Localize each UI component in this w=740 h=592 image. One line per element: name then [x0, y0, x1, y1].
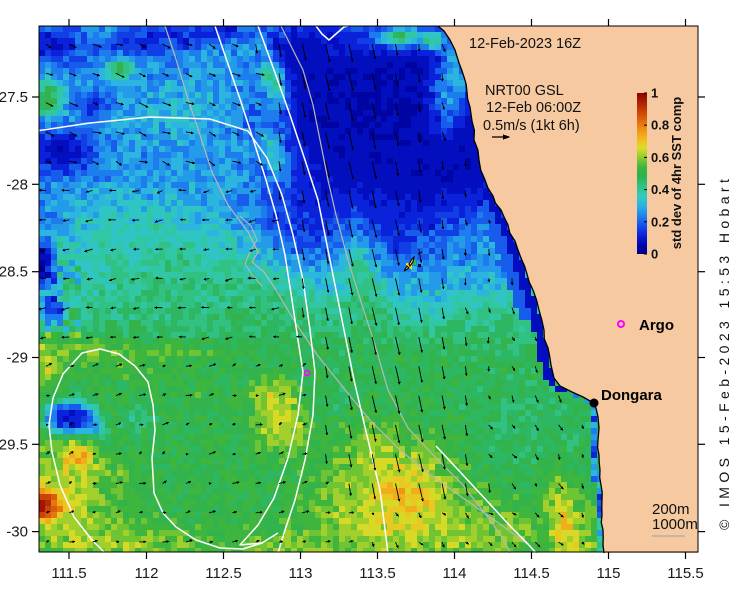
svg-text:0.8: 0.8: [651, 118, 669, 133]
svg-text:12-Feb-2023 16Z: 12-Feb-2023 16Z: [469, 36, 581, 52]
svg-text:NRT00 GSL: NRT00 GSL: [485, 83, 564, 99]
svg-text:std dev of 4hr SST comp: std dev of 4hr SST comp: [669, 97, 684, 249]
svg-text:0.2: 0.2: [651, 214, 669, 229]
svg-text:200m: 200m: [652, 501, 690, 518]
svg-text:© IMOS 15-Feb-2023 15:53 Hobar: © IMOS 15-Feb-2023 15:53 Hobart: [716, 175, 732, 530]
svg-text:12-Feb 06:00Z: 12-Feb 06:00Z: [486, 100, 581, 116]
svg-text:113: 113: [289, 565, 313, 582]
svg-text:-27.5: -27.5: [0, 89, 28, 106]
svg-text:0.6: 0.6: [651, 150, 669, 165]
svg-text:-30: -30: [6, 524, 28, 541]
svg-text:112.5: 112.5: [205, 565, 241, 582]
svg-text:-29: -29: [6, 350, 28, 367]
svg-text:114: 114: [443, 565, 467, 582]
svg-text:0.5m/s (1kt 6h): 0.5m/s (1kt 6h): [483, 118, 580, 134]
svg-text:-28.5: -28.5: [0, 264, 28, 281]
svg-text:114.5: 114.5: [513, 565, 549, 582]
svg-text:111.5: 111.5: [51, 565, 86, 582]
svg-text:115.5: 115.5: [667, 565, 703, 582]
svg-text:Dongara: Dongara: [601, 387, 663, 404]
svg-text:-29.5: -29.5: [0, 436, 28, 453]
svg-text:-28: -28: [6, 176, 28, 193]
svg-text:113.5: 113.5: [359, 565, 395, 582]
svg-text:1000m: 1000m: [652, 516, 698, 533]
svg-text:0.4: 0.4: [651, 182, 670, 197]
svg-text:Argo: Argo: [639, 317, 674, 334]
svg-text:1: 1: [651, 86, 658, 101]
svg-text:115: 115: [597, 565, 621, 582]
svg-text:0: 0: [651, 247, 658, 262]
svg-text:112: 112: [135, 565, 159, 582]
